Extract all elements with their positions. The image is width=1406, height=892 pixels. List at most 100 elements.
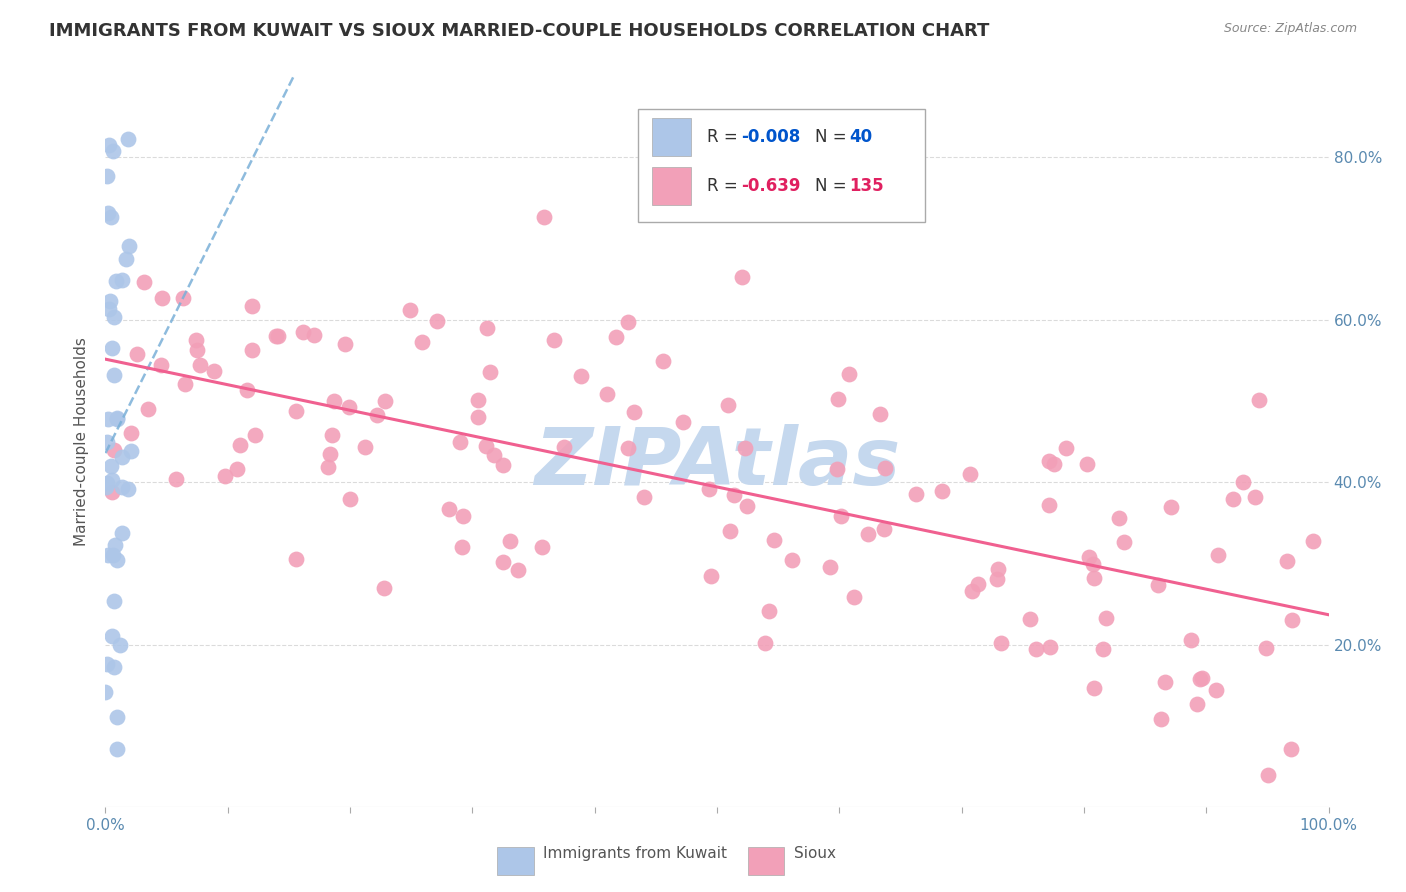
Point — [1187, 697, 1209, 711]
Point — [117, 482, 139, 496]
Point — [111, 525, 134, 540]
Point — [449, 434, 471, 449]
Point — [100, 473, 122, 487]
Point — [869, 407, 891, 421]
Point — [108, 639, 131, 653]
Point — [111, 273, 134, 287]
Point — [467, 410, 489, 425]
Point — [285, 551, 308, 566]
Point — [354, 440, 377, 454]
Point — [96, 169, 118, 183]
Point — [1018, 612, 1040, 626]
Point — [321, 428, 343, 442]
Point — [959, 467, 981, 481]
Point — [1281, 742, 1303, 756]
Point — [110, 480, 132, 494]
Point — [1188, 672, 1211, 686]
Point — [1180, 632, 1202, 647]
FancyBboxPatch shape — [652, 167, 692, 204]
Point — [1206, 548, 1229, 562]
Point — [1222, 492, 1244, 507]
Point — [374, 393, 396, 408]
Point — [105, 709, 128, 723]
Point — [533, 210, 555, 224]
Point — [1302, 533, 1324, 548]
Point — [120, 444, 142, 458]
Point — [97, 205, 120, 219]
Point — [699, 482, 721, 496]
Point — [98, 137, 121, 152]
Point — [734, 441, 756, 455]
Point — [150, 291, 173, 305]
Point — [825, 461, 848, 475]
Text: Immigrants from Kuwait: Immigrants from Kuwait — [543, 846, 727, 861]
Text: 135: 135 — [849, 177, 884, 194]
Point — [107, 742, 129, 756]
Point — [437, 501, 460, 516]
Point — [967, 577, 990, 591]
Point — [569, 368, 592, 383]
Text: Sioux: Sioux — [794, 846, 837, 861]
Point — [100, 210, 122, 224]
Point — [451, 509, 474, 524]
Point — [754, 636, 776, 650]
Point — [174, 377, 197, 392]
Point — [1247, 392, 1270, 407]
Point — [723, 488, 745, 502]
Point — [1191, 671, 1213, 685]
Point — [104, 274, 127, 288]
Point — [1256, 640, 1278, 655]
Point — [737, 499, 759, 513]
Point — [875, 461, 897, 475]
Y-axis label: Married-couple Households: Married-couple Households — [75, 337, 90, 546]
Point — [103, 368, 125, 382]
Point — [1205, 683, 1227, 698]
Point — [605, 330, 627, 344]
Point — [316, 460, 339, 475]
Point — [730, 269, 752, 284]
Point — [1038, 454, 1060, 468]
Point — [172, 291, 194, 305]
Point — [827, 392, 849, 406]
Point — [623, 405, 645, 419]
Point — [240, 343, 263, 358]
Point — [830, 508, 852, 523]
Point — [136, 402, 159, 417]
Point — [508, 563, 530, 577]
Point — [103, 594, 125, 608]
Point — [125, 347, 148, 361]
Point — [105, 411, 128, 425]
Point — [1160, 500, 1182, 514]
Point — [399, 302, 422, 317]
Point — [94, 480, 117, 494]
Point — [101, 485, 124, 500]
Point — [780, 553, 803, 567]
Point — [1257, 768, 1279, 782]
Point — [411, 335, 433, 350]
Point — [1076, 457, 1098, 471]
Point — [856, 526, 879, 541]
Point — [236, 383, 259, 397]
Point — [904, 486, 927, 500]
Point — [1108, 511, 1130, 525]
Point — [484, 448, 506, 462]
Point — [214, 468, 236, 483]
Point — [543, 333, 565, 347]
Point — [475, 438, 498, 452]
Point — [118, 238, 141, 252]
Point — [617, 315, 640, 329]
Text: R =: R = — [707, 177, 744, 194]
Point — [1083, 681, 1105, 695]
Point — [105, 412, 128, 426]
Text: ZIPAtlas: ZIPAtlas — [534, 425, 900, 502]
Point — [1154, 675, 1177, 690]
Point — [1147, 578, 1170, 592]
Point — [1281, 613, 1303, 627]
Point — [166, 472, 188, 486]
Point — [96, 435, 118, 450]
Point — [478, 365, 501, 379]
Point — [1275, 554, 1298, 568]
Point — [960, 584, 983, 599]
Text: R =: R = — [707, 128, 744, 145]
Point — [1025, 642, 1047, 657]
